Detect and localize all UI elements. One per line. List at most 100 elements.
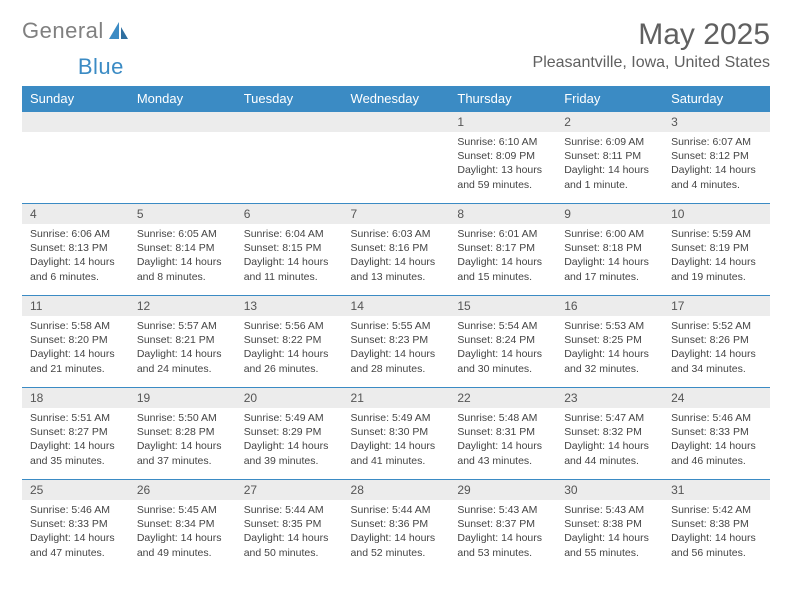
calendar-day-cell: 29Sunrise: 5:43 AMSunset: 8:37 PMDayligh… [449, 480, 556, 572]
sail-icon [108, 21, 130, 41]
logo-text-1: General [22, 18, 104, 44]
day-details: Sunrise: 5:44 AMSunset: 8:35 PMDaylight:… [236, 500, 343, 564]
location: Pleasantville, Iowa, United States [533, 54, 770, 72]
day-number: 15 [449, 296, 556, 316]
calendar-day-cell: 21Sunrise: 5:49 AMSunset: 8:30 PMDayligh… [343, 388, 450, 480]
day-number-empty [129, 112, 236, 132]
calendar-week-row: 25Sunrise: 5:46 AMSunset: 8:33 PMDayligh… [22, 480, 770, 572]
calendar-day-cell: 13Sunrise: 5:56 AMSunset: 8:22 PMDayligh… [236, 296, 343, 388]
day-details: Sunrise: 5:49 AMSunset: 8:30 PMDaylight:… [343, 408, 450, 472]
calendar-day-cell: 2Sunrise: 6:09 AMSunset: 8:11 PMDaylight… [556, 112, 663, 204]
day-number: 30 [556, 480, 663, 500]
day-details: Sunrise: 5:51 AMSunset: 8:27 PMDaylight:… [22, 408, 129, 472]
day-details: Sunrise: 5:44 AMSunset: 8:36 PMDaylight:… [343, 500, 450, 564]
calendar-week-row: 1Sunrise: 6:10 AMSunset: 8:09 PMDaylight… [22, 112, 770, 204]
day-details: Sunrise: 5:46 AMSunset: 8:33 PMDaylight:… [22, 500, 129, 564]
weekday-header: Monday [129, 86, 236, 112]
day-details: Sunrise: 5:56 AMSunset: 8:22 PMDaylight:… [236, 316, 343, 380]
calendar-day-cell: 6Sunrise: 6:04 AMSunset: 8:15 PMDaylight… [236, 204, 343, 296]
calendar-empty-cell [343, 112, 450, 204]
calendar-day-cell: 14Sunrise: 5:55 AMSunset: 8:23 PMDayligh… [343, 296, 450, 388]
day-details: Sunrise: 5:52 AMSunset: 8:26 PMDaylight:… [663, 316, 770, 380]
calendar-table: SundayMondayTuesdayWednesdayThursdayFrid… [22, 86, 770, 572]
day-number: 1 [449, 112, 556, 132]
day-number: 20 [236, 388, 343, 408]
logo: General [22, 18, 130, 44]
day-details: Sunrise: 6:04 AMSunset: 8:15 PMDaylight:… [236, 224, 343, 288]
day-details: Sunrise: 5:45 AMSunset: 8:34 PMDaylight:… [129, 500, 236, 564]
calendar-day-cell: 1Sunrise: 6:10 AMSunset: 8:09 PMDaylight… [449, 112, 556, 204]
day-number-empty [236, 112, 343, 132]
day-number: 4 [22, 204, 129, 224]
calendar-day-cell: 9Sunrise: 6:00 AMSunset: 8:18 PMDaylight… [556, 204, 663, 296]
day-number: 6 [236, 204, 343, 224]
day-number: 12 [129, 296, 236, 316]
day-details: Sunrise: 6:07 AMSunset: 8:12 PMDaylight:… [663, 132, 770, 196]
calendar-day-cell: 19Sunrise: 5:50 AMSunset: 8:28 PMDayligh… [129, 388, 236, 480]
day-details: Sunrise: 6:01 AMSunset: 8:17 PMDaylight:… [449, 224, 556, 288]
day-details: Sunrise: 6:05 AMSunset: 8:14 PMDaylight:… [129, 224, 236, 288]
day-details: Sunrise: 5:59 AMSunset: 8:19 PMDaylight:… [663, 224, 770, 288]
day-details: Sunrise: 5:49 AMSunset: 8:29 PMDaylight:… [236, 408, 343, 472]
calendar-day-cell: 16Sunrise: 5:53 AMSunset: 8:25 PMDayligh… [556, 296, 663, 388]
day-number: 29 [449, 480, 556, 500]
calendar-day-cell: 30Sunrise: 5:43 AMSunset: 8:38 PMDayligh… [556, 480, 663, 572]
calendar-day-cell: 18Sunrise: 5:51 AMSunset: 8:27 PMDayligh… [22, 388, 129, 480]
calendar-day-cell: 11Sunrise: 5:58 AMSunset: 8:20 PMDayligh… [22, 296, 129, 388]
weekday-header: Sunday [22, 86, 129, 112]
day-number: 11 [22, 296, 129, 316]
day-details: Sunrise: 5:58 AMSunset: 8:20 PMDaylight:… [22, 316, 129, 380]
day-details: Sunrise: 5:53 AMSunset: 8:25 PMDaylight:… [556, 316, 663, 380]
day-number: 22 [449, 388, 556, 408]
calendar-day-cell: 28Sunrise: 5:44 AMSunset: 8:36 PMDayligh… [343, 480, 450, 572]
calendar-day-cell: 27Sunrise: 5:44 AMSunset: 8:35 PMDayligh… [236, 480, 343, 572]
day-number: 3 [663, 112, 770, 132]
day-details: Sunrise: 5:57 AMSunset: 8:21 PMDaylight:… [129, 316, 236, 380]
day-number: 16 [556, 296, 663, 316]
day-number: 25 [22, 480, 129, 500]
day-number: 19 [129, 388, 236, 408]
day-details: Sunrise: 5:50 AMSunset: 8:28 PMDaylight:… [129, 408, 236, 472]
day-details: Sunrise: 5:42 AMSunset: 8:38 PMDaylight:… [663, 500, 770, 564]
month-title: May 2025 [533, 18, 770, 52]
calendar-empty-cell [236, 112, 343, 204]
day-details: Sunrise: 5:54 AMSunset: 8:24 PMDaylight:… [449, 316, 556, 380]
day-number: 26 [129, 480, 236, 500]
calendar-day-cell: 12Sunrise: 5:57 AMSunset: 8:21 PMDayligh… [129, 296, 236, 388]
day-details: Sunrise: 5:47 AMSunset: 8:32 PMDaylight:… [556, 408, 663, 472]
day-number: 7 [343, 204, 450, 224]
day-number: 9 [556, 204, 663, 224]
calendar-week-row: 4Sunrise: 6:06 AMSunset: 8:13 PMDaylight… [22, 204, 770, 296]
day-details: Sunrise: 5:55 AMSunset: 8:23 PMDaylight:… [343, 316, 450, 380]
weekday-header: Saturday [663, 86, 770, 112]
day-details: Sunrise: 5:46 AMSunset: 8:33 PMDaylight:… [663, 408, 770, 472]
calendar-day-cell: 15Sunrise: 5:54 AMSunset: 8:24 PMDayligh… [449, 296, 556, 388]
day-number: 5 [129, 204, 236, 224]
day-details: Sunrise: 6:00 AMSunset: 8:18 PMDaylight:… [556, 224, 663, 288]
calendar-day-cell: 26Sunrise: 5:45 AMSunset: 8:34 PMDayligh… [129, 480, 236, 572]
weekday-header: Wednesday [343, 86, 450, 112]
calendar-day-cell: 17Sunrise: 5:52 AMSunset: 8:26 PMDayligh… [663, 296, 770, 388]
day-details: Sunrise: 5:48 AMSunset: 8:31 PMDaylight:… [449, 408, 556, 472]
weekday-header: Friday [556, 86, 663, 112]
weekday-header: Tuesday [236, 86, 343, 112]
calendar-day-cell: 7Sunrise: 6:03 AMSunset: 8:16 PMDaylight… [343, 204, 450, 296]
calendar-day-cell: 25Sunrise: 5:46 AMSunset: 8:33 PMDayligh… [22, 480, 129, 572]
calendar-week-row: 11Sunrise: 5:58 AMSunset: 8:20 PMDayligh… [22, 296, 770, 388]
day-details: Sunrise: 6:10 AMSunset: 8:09 PMDaylight:… [449, 132, 556, 196]
calendar-day-cell: 4Sunrise: 6:06 AMSunset: 8:13 PMDaylight… [22, 204, 129, 296]
calendar-day-cell: 31Sunrise: 5:42 AMSunset: 8:38 PMDayligh… [663, 480, 770, 572]
day-number: 21 [343, 388, 450, 408]
day-number: 17 [663, 296, 770, 316]
day-number-empty [343, 112, 450, 132]
weekday-header-row: SundayMondayTuesdayWednesdayThursdayFrid… [22, 86, 770, 112]
calendar-day-cell: 10Sunrise: 5:59 AMSunset: 8:19 PMDayligh… [663, 204, 770, 296]
calendar-day-cell: 3Sunrise: 6:07 AMSunset: 8:12 PMDaylight… [663, 112, 770, 204]
calendar-body: 1Sunrise: 6:10 AMSunset: 8:09 PMDaylight… [22, 112, 770, 572]
calendar-day-cell: 5Sunrise: 6:05 AMSunset: 8:14 PMDaylight… [129, 204, 236, 296]
day-number: 24 [663, 388, 770, 408]
day-number: 2 [556, 112, 663, 132]
day-number: 13 [236, 296, 343, 316]
day-number: 14 [343, 296, 450, 316]
title-block: May 2025 Pleasantville, Iowa, United Sta… [533, 18, 770, 72]
